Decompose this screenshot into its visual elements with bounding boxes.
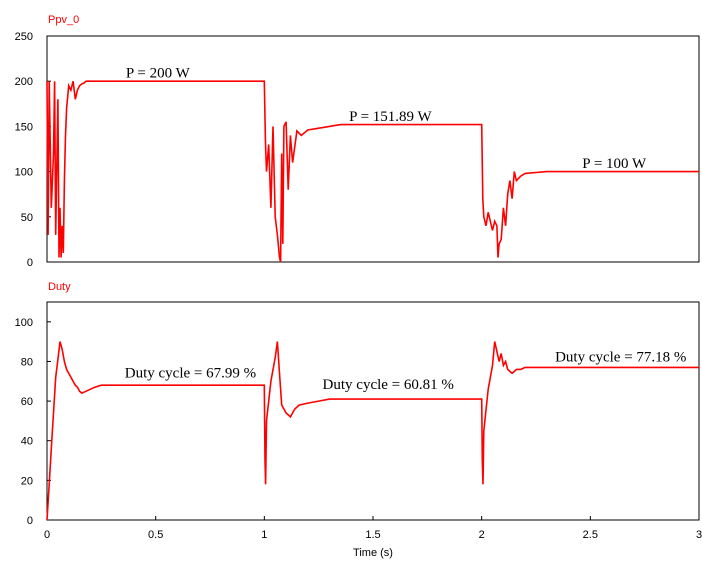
x-axis-label: Time (s) bbox=[353, 547, 393, 559]
x-tick-label: 3 bbox=[696, 529, 702, 541]
annotation-label: Duty cycle = 67.99 % bbox=[125, 365, 256, 381]
series-line bbox=[46, 341, 699, 521]
y-axis: 0 50 100 150 200 250 bbox=[15, 31, 51, 269]
y-tick-label: 200 bbox=[15, 76, 33, 88]
chart-panel-duty: Duty 0 20 40 60 80 100 0 0.5 1 1.5 2 2.5 3 Duty cyc… bbox=[15, 281, 702, 559]
x-tick-label: 2.5 bbox=[583, 529, 598, 541]
series-group bbox=[46, 341, 699, 521]
y-tick-label: 0 bbox=[27, 257, 33, 269]
y-tick-label: 20 bbox=[21, 475, 33, 487]
annotation-label: Duty cycle = 60.81 % bbox=[323, 377, 454, 393]
annotation-label: P = 200 W bbox=[126, 66, 191, 82]
y-tick-label: 60 bbox=[21, 396, 33, 408]
chart-panel-power: Ppv_0 0 50 100 150 200 250 P = 200 W P = 151.8… bbox=[15, 14, 700, 269]
x-tick-label: 1 bbox=[261, 529, 267, 541]
x-tick-label: 2 bbox=[479, 529, 485, 541]
series-line bbox=[46, 80, 699, 263]
y-tick-label: 250 bbox=[15, 31, 33, 43]
y-tick-label: 100 bbox=[15, 317, 33, 329]
annotation-label: P = 151.89 W bbox=[349, 109, 432, 125]
annotations: P = 200 W P = 151.89 W P = 100 W bbox=[126, 66, 647, 172]
plot-frame bbox=[46, 301, 700, 521]
annotation-label: Duty cycle = 77.18 % bbox=[555, 349, 686, 365]
y-tick-label: 40 bbox=[21, 436, 33, 448]
x-axis: 0 0.5 1 1.5 2 2.5 3 bbox=[44, 516, 702, 541]
y-tick-label: 50 bbox=[21, 212, 33, 224]
panel-title: Ppv_0 bbox=[48, 14, 79, 26]
series-group bbox=[46, 80, 699, 263]
panel-title: Duty bbox=[48, 281, 71, 293]
y-axis: 0 20 40 60 80 100 bbox=[15, 317, 51, 527]
y-tick-label: 100 bbox=[15, 167, 33, 179]
x-tick-label: 0.5 bbox=[148, 529, 163, 541]
y-tick-label: 0 bbox=[27, 515, 33, 527]
y-tick-label: 80 bbox=[21, 356, 33, 368]
y-tick-label: 150 bbox=[15, 121, 33, 133]
x-tick-label: 1.5 bbox=[365, 529, 380, 541]
annotation-label: P = 100 W bbox=[582, 156, 647, 172]
x-tick-label: 0 bbox=[44, 529, 50, 541]
annotations: Duty cycle = 67.99 % Duty cycle = 60.81 %… bbox=[125, 349, 687, 393]
